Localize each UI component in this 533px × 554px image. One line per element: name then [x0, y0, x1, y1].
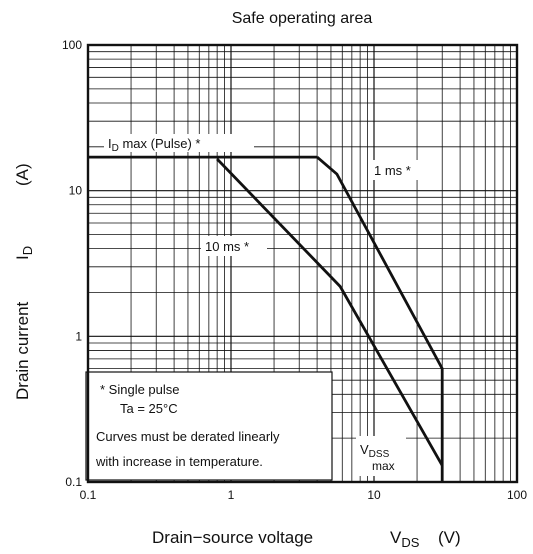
y-axis-symbol: ID: [13, 246, 35, 260]
id-max-label-bg: [104, 134, 254, 152]
series-line-2: [316, 156, 444, 482]
series-group: [88, 155, 444, 482]
x-tick-label: 100: [507, 488, 527, 502]
x-tick-label: 10: [367, 488, 381, 502]
x-tick-label: 0.1: [80, 488, 97, 502]
y-axis-unit: (A): [13, 163, 32, 186]
x-axis-label: Drain−source voltage: [152, 528, 313, 547]
one-ms-label: 1 ms *: [374, 163, 411, 178]
note-box: [85, 371, 333, 481]
vdss-label-max: max: [372, 459, 395, 473]
ten-ms-label: 10 ms *: [205, 239, 249, 254]
ten-ms-label-bg: [201, 236, 267, 256]
tick-labels: 0.1 1 10 100 0.1 1 10 100: [62, 38, 527, 502]
vdss-label: VDSS: [360, 442, 390, 460]
one-ms-label-bg: [370, 160, 430, 180]
note-line-1: * Single pulse: [100, 382, 180, 397]
chart-title: Safe operating area: [232, 10, 373, 27]
note-line-2: Ta = 25°C: [120, 401, 178, 416]
y-tick-label: 100: [62, 38, 82, 52]
x-axis-unit: (V): [438, 528, 461, 547]
id-max-label: ID max (Pulse) *: [108, 136, 201, 154]
y-axis-label: Drain current: [13, 301, 32, 400]
x-tick-label: 1: [228, 488, 235, 502]
y-tick-label: 0.1: [65, 475, 82, 489]
vdss-label-bg: [356, 436, 406, 476]
note-line-3: Curves must be derated linearly: [96, 429, 280, 444]
note-line-4: with increase in temperature.: [95, 454, 263, 469]
y-tick-label: 10: [69, 184, 83, 198]
x-axis-symbol: VDS: [390, 528, 420, 550]
y-tick-label: 1: [75, 329, 82, 343]
series-line-3: [216, 158, 444, 467]
plot-frame: [86, 43, 519, 484]
